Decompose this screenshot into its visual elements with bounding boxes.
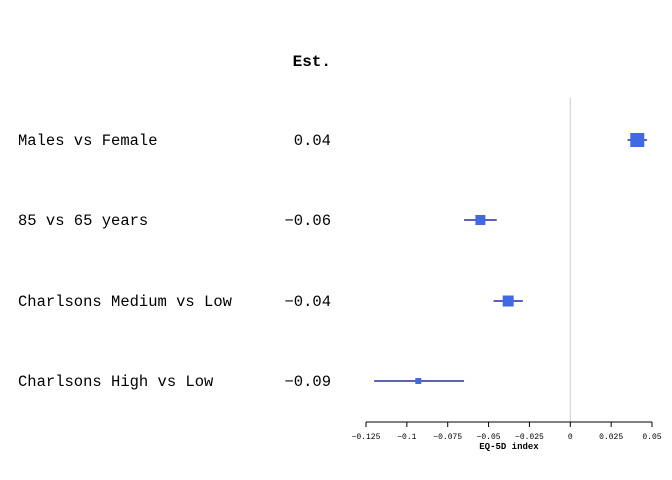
x-tick-label: −0.025	[515, 433, 544, 442]
row-label: 85 vs 65 years	[18, 212, 148, 230]
x-tick-label: −0.05	[477, 433, 501, 442]
row-estimate-value: 0.04	[294, 132, 331, 150]
x-axis-title: EQ-5D index	[479, 442, 539, 452]
row-estimate-value: −0.09	[284, 373, 331, 391]
estimate-box	[502, 295, 514, 307]
x-tick-label: 0.025	[599, 433, 623, 442]
est-column-header: Est.	[293, 53, 331, 71]
x-tick-label: −0.075	[433, 433, 462, 442]
row-label: Males vs Female	[18, 132, 158, 150]
x-tick-label: −0.1	[397, 433, 416, 442]
estimate-box	[630, 133, 645, 147]
x-tick-label: 0.05	[642, 433, 661, 442]
x-axis: −0.125 −0.1 −0.075 −0.05 −0.025 0 0.025 0.05	[352, 421, 662, 442]
forest-rows: Males vs Female 0.04 85 vs 65 years −0.06 Ch…	[18, 132, 648, 391]
row-label: Charlsons High vs Low	[18, 373, 214, 391]
estimate-box	[415, 378, 422, 384]
x-tick-label: −0.125	[352, 433, 381, 442]
estimate-box	[475, 215, 486, 225]
row-label: Charlsons Medium vs Low	[18, 293, 233, 311]
row-estimate-value: −0.06	[284, 212, 331, 230]
row-estimate-value: −0.04	[284, 293, 331, 311]
x-tick-label: 0	[568, 433, 573, 442]
